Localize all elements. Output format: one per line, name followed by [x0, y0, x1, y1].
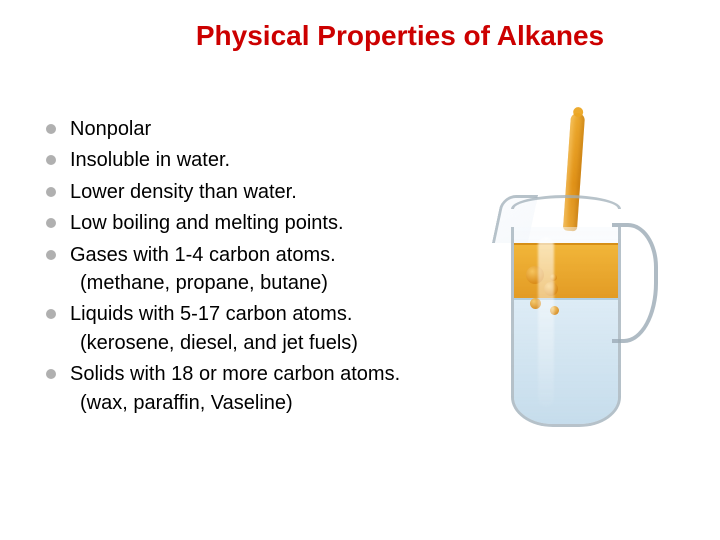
bullet-icon — [46, 369, 56, 379]
list-item: Nonpolar — [46, 115, 486, 143]
list-item: Lower density than water. — [46, 178, 486, 206]
bullet-icon — [46, 250, 56, 260]
bullet-text: Liquids with 5-17 carbon atoms. — [70, 300, 352, 328]
bullet-icon — [46, 218, 56, 228]
glass-shine-icon — [538, 237, 554, 407]
bullet-text: Gases with 1-4 carbon atoms. — [70, 241, 336, 269]
bullet-text: Nonpolar — [70, 115, 151, 143]
bullet-icon — [46, 155, 56, 165]
bullet-text: Solids with 18 or more carbon atoms. — [70, 360, 400, 388]
bullet-subtext: (wax, paraffin, Vaseline) — [70, 389, 486, 417]
slide-title: Physical Properties of Alkanes — [0, 20, 720, 52]
pitcher-handle-icon — [612, 223, 658, 343]
bullet-icon — [46, 187, 56, 197]
list-item: Low boiling and melting points. — [46, 209, 486, 237]
bullet-text: Low boiling and melting points. — [70, 209, 344, 237]
bullet-subtext: (kerosene, diesel, and jet fuels) — [70, 329, 486, 357]
bullet-icon — [46, 309, 56, 319]
bullet-icon — [46, 124, 56, 134]
pitcher-icon — [495, 197, 640, 427]
bullet-list: Nonpolar Insoluble in water. Lower densi… — [46, 115, 486, 420]
list-item: Gases with 1-4 carbon atoms. — [46, 241, 486, 269]
pitcher-body-icon — [511, 227, 621, 427]
list-item: Solids with 18 or more carbon atoms. — [46, 360, 486, 388]
bullet-text: Insoluble in water. — [70, 146, 230, 174]
pouring-oil-icon — [563, 113, 585, 232]
bullet-subtext: (methane, propane, butane) — [70, 269, 486, 297]
illustration-oil-water-pitcher — [485, 122, 660, 427]
list-item: Liquids with 5-17 carbon atoms. — [46, 300, 486, 328]
list-item: Insoluble in water. — [46, 146, 486, 174]
bullet-text: Lower density than water. — [70, 178, 297, 206]
